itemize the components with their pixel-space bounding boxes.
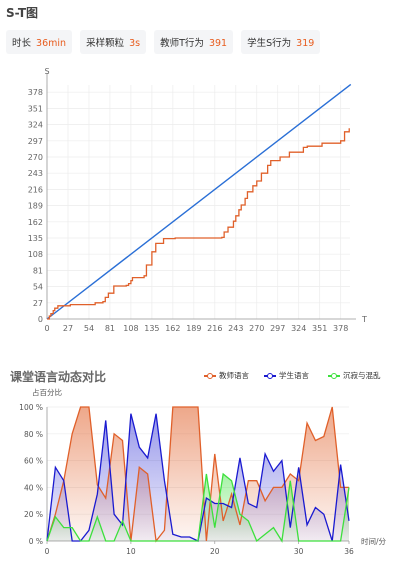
st-curve: [47, 128, 350, 320]
st-x-tick-2: 54: [84, 324, 94, 333]
st-x-tick-7: 189: [186, 324, 201, 333]
st-chart: 0 27 54 81 108 135 162 189 216 243 270 297 324 351 378…: [28, 67, 367, 333]
legend-silence-label: 沉寂与混乱: [343, 371, 381, 380]
stat-student-label: 学生S行为: [247, 38, 292, 49]
st-x-tick-5: 135: [144, 324, 159, 333]
st-x-tick-0: 0: [44, 324, 49, 333]
st-x-tick-13: 351: [312, 324, 327, 333]
stat-sampling: 采样颗粒 3s: [80, 30, 147, 54]
st-y-axis-label: S: [44, 67, 49, 76]
legend-item-silence[interactable]: 沉寂与混乱: [328, 370, 381, 381]
dyn-x-tick-3: 30: [294, 547, 304, 556]
dyn-line-teacher: [46, 406, 349, 543]
legend-teacher-label: 教师语言: [219, 371, 249, 380]
st-x-tick-8: 216: [207, 324, 222, 333]
dyn-x-tick-1: 10: [126, 547, 136, 556]
dynamic-chart: 0 % 20 % 40 % 60 % 80 % 100 % 0 10 20 30 36 占百分比时间/…: [19, 387, 387, 556]
legend-student-marker: [264, 372, 276, 380]
st-x-tick-14: 378: [333, 324, 348, 333]
st-x-tick-12: 324: [291, 324, 306, 333]
dyn-y-tick-5: 100 %: [19, 403, 43, 412]
stat-sampling-value: 3s: [129, 38, 141, 49]
st-y-tick-5: 135: [28, 234, 43, 243]
dyn-y-tick-1: 20 %: [24, 510, 43, 519]
st-y-tick-13: 351: [28, 104, 43, 113]
dyn-line-silence: [46, 472, 350, 543]
st-y-tick-6: 162: [28, 218, 43, 227]
st-x-tick-1: 27: [63, 324, 73, 333]
st-y-tick-14: 378: [28, 88, 43, 97]
st-y-tick-10: 270: [28, 153, 43, 162]
dyn-y-tick-2: 40 %: [24, 483, 43, 492]
stat-duration-label: 时长: [12, 38, 32, 49]
dyn-y-tick-0: 0 %: [29, 537, 43, 546]
stat-teacher-behavior: 教师T行为 391: [154, 30, 234, 54]
stat-student-behavior: 学生S行为 319: [241, 30, 321, 54]
dyn-area-student: [47, 413, 349, 541]
st-x-axis-label: T: [361, 315, 367, 324]
dyn-x-tick-2: 20: [210, 547, 220, 556]
st-x-tick-3: 81: [105, 324, 115, 333]
st-y-tick-9: 243: [28, 169, 43, 178]
legend-item-teacher[interactable]: 教师语言: [204, 370, 249, 381]
st-x-tick-6: 162: [165, 324, 180, 333]
dyn-x-tick-0: 0: [45, 547, 50, 556]
st-y-tick-3: 81: [33, 266, 43, 275]
st-y-tick-1: 27: [33, 299, 43, 308]
legend-item-student[interactable]: 学生语言: [264, 370, 309, 381]
dynamic-chart-title: 课堂语言动态对比: [10, 370, 107, 384]
st-y-tick-8: 216: [28, 185, 43, 194]
stat-duration-value: 36min: [36, 38, 67, 49]
st-chart-title: S-T图: [6, 6, 39, 20]
stat-teacher-value: 391: [208, 38, 228, 49]
stat-teacher-label: 教师T行为: [160, 38, 204, 49]
dyn-x-axis-label: 时间/分: [361, 536, 387, 546]
st-x-tick-10: 270: [249, 324, 264, 333]
dyn-y-tick-3: 60 %: [24, 457, 43, 466]
dyn-x-tick-4: 36: [344, 547, 354, 556]
stats-bar: 时长 36min 采样颗粒 3s 教师T行为 391 学生S行为 319: [6, 30, 321, 54]
stat-duration: 时长 36min: [6, 30, 73, 54]
legend-silence-marker: [328, 372, 340, 380]
st-x-tick-9: 243: [228, 324, 243, 333]
st-y-tick-0: 0: [38, 315, 43, 324]
st-x-tick-4: 108: [123, 324, 138, 333]
st-y-tick-7: 189: [28, 202, 43, 211]
st-y-tick-2: 54: [33, 283, 43, 292]
dyn-y-axis-label: 占百分比: [32, 387, 62, 397]
legend-student-label: 学生语言: [279, 371, 309, 380]
st-y-tick-12: 324: [28, 121, 43, 130]
st-x-tick-11: 297: [270, 324, 285, 333]
dyn-y-tick-4: 80 %: [24, 430, 43, 439]
st-y-tick-11: 297: [28, 137, 43, 146]
legend-teacher-marker: [204, 372, 216, 380]
stat-student-value: 319: [296, 38, 315, 49]
st-y-tick-4: 108: [28, 250, 43, 259]
st-diagonal-line: [46, 83, 352, 320]
stat-sampling-label: 采样颗粒: [86, 38, 125, 49]
